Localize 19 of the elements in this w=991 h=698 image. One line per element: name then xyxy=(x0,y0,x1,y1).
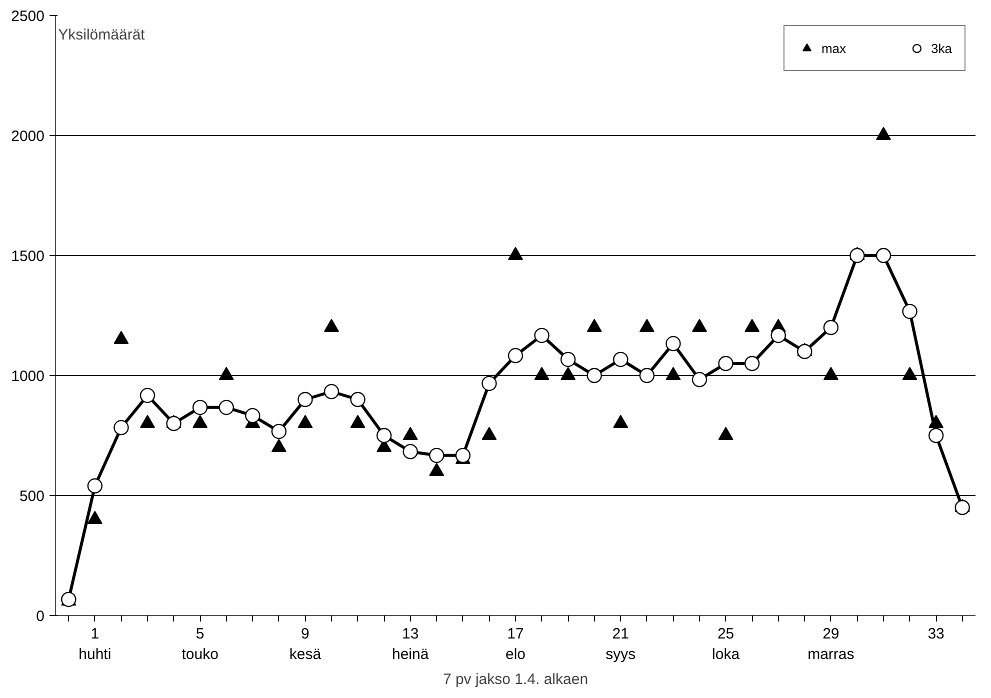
y-tick-label: 500 xyxy=(19,488,45,505)
x-tick-label: 9 kesä xyxy=(289,626,322,663)
legend-label: max xyxy=(821,40,846,56)
x-tick-label: 29 marras xyxy=(808,626,854,663)
x-tick-label: 25 loka xyxy=(712,626,740,663)
y-tick-label: 0 xyxy=(36,608,44,625)
y-axis-title: Yksilömäärät xyxy=(58,26,146,44)
y-tick-label: 1500 xyxy=(11,248,45,265)
x-tick-label: 21 syys xyxy=(606,626,636,663)
x-tick-label: 17 elo xyxy=(505,626,526,663)
x-tick-label: 1 huhti xyxy=(78,626,112,663)
x-axis-title: 7 pv jakso 1.4. alkaen xyxy=(442,670,588,688)
x-tick-label: 13 heinä xyxy=(392,626,430,663)
y-tick-label: 1000 xyxy=(11,368,45,385)
x-tick-label: 33 xyxy=(928,626,944,642)
x-tick-label: 5 touko xyxy=(182,626,218,663)
y-tick-label: 2500 xyxy=(11,8,45,25)
y-tick-label: 2000 xyxy=(11,128,45,145)
legend-label: 3ka xyxy=(931,40,952,56)
